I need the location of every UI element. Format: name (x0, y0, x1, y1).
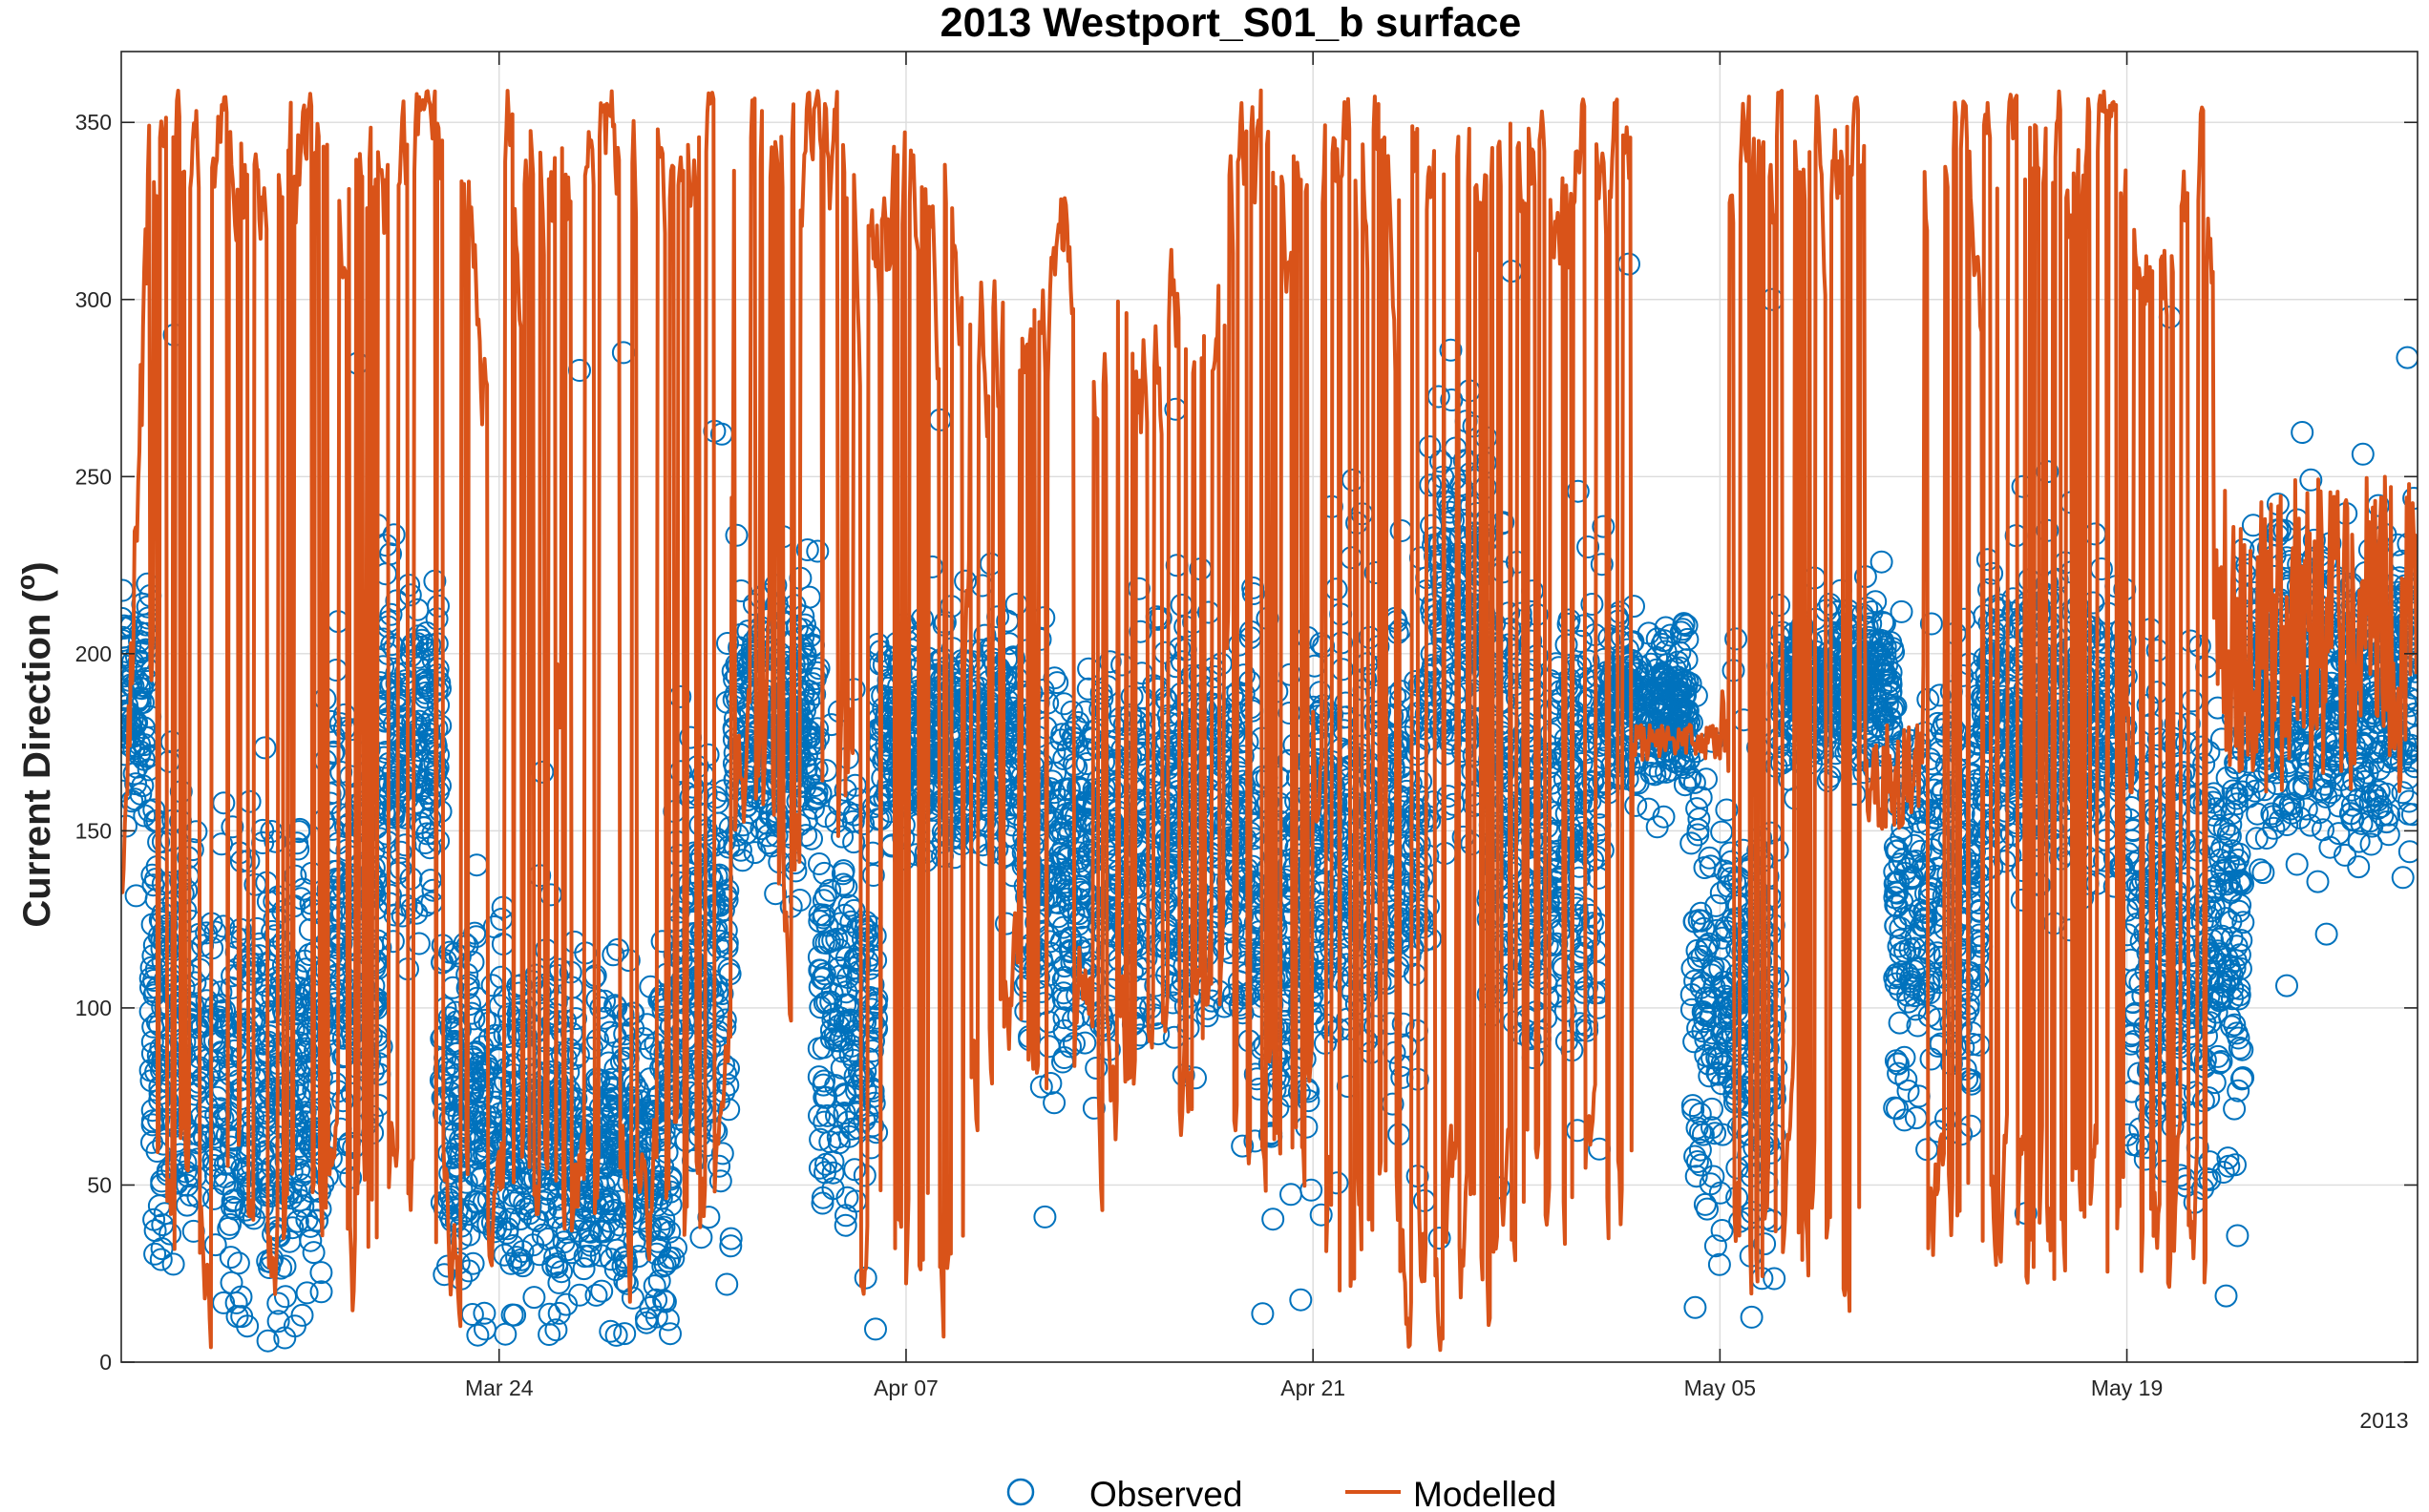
observed-point (204, 1164, 227, 1187)
observed-point (224, 1291, 248, 1314)
observed-point (258, 1024, 282, 1048)
observed-point (256, 1329, 280, 1353)
observed-point (290, 1303, 314, 1327)
observed-point (202, 1186, 225, 1210)
observed-point (221, 1126, 244, 1150)
observed-point (309, 1261, 333, 1285)
observed-point (330, 803, 354, 827)
observed-point (131, 774, 155, 798)
observed-point (121, 664, 137, 688)
observed-point (274, 1285, 297, 1309)
observed-point (142, 798, 166, 822)
observed-point (140, 1113, 164, 1137)
observed-point (143, 1242, 167, 1266)
observed-point (149, 1248, 173, 1271)
observed-point (294, 996, 318, 1019)
observed-point (161, 1252, 185, 1276)
observed-point (143, 1219, 167, 1243)
observed-point (234, 1198, 258, 1222)
observed-point (309, 1280, 333, 1304)
observed-point (221, 815, 244, 839)
observed-point (236, 1314, 260, 1338)
observed-point (221, 1189, 244, 1213)
observed-point (140, 913, 164, 936)
observed-point (203, 1233, 227, 1257)
y-axis-label-main: Current Direction ( (16, 590, 58, 928)
plot-clip (121, 88, 2418, 1353)
observed-point (266, 1310, 290, 1334)
observed-point (212, 1291, 236, 1314)
observed-point (207, 1031, 231, 1055)
observed-point (295, 1281, 319, 1305)
observed-point (222, 1039, 246, 1062)
y-axis-label: Current Direction (o) (11, 561, 58, 927)
observed-point (141, 873, 165, 897)
observed-point (226, 1251, 250, 1275)
observed-point (266, 1292, 290, 1315)
observed-point (140, 863, 164, 887)
observed-point (219, 1246, 243, 1270)
observed-point (201, 1148, 225, 1172)
observed-point (141, 1015, 165, 1039)
observed-point (291, 1194, 315, 1218)
observed-point (142, 1208, 166, 1231)
observed-point (213, 1165, 237, 1188)
y-axis-label-close: ) (16, 561, 58, 574)
observed-point (258, 1181, 282, 1205)
observed-point (273, 1326, 297, 1350)
observed-point (176, 1173, 200, 1197)
observed-point (217, 1216, 241, 1240)
observed-point (285, 1209, 309, 1233)
y-axis-label-sup: o (11, 575, 40, 591)
chart-title: 2013 Westport_S01_b surface (940, 0, 1522, 46)
observed-point (302, 1241, 326, 1265)
